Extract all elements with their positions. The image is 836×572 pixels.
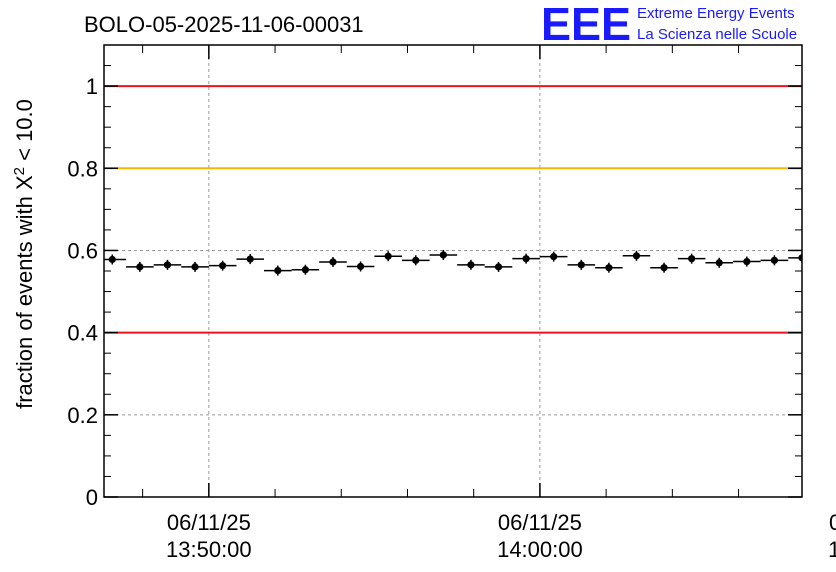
logo-line2: La Scienza nelle Scuole: [637, 26, 797, 43]
x-tick-label-date: 06/11/25: [829, 510, 836, 535]
data-point: [191, 263, 199, 271]
data-point: [577, 261, 585, 269]
chart-title: BOLO-05-2025-11-06-00031: [84, 12, 364, 37]
y-tick-label: 1: [86, 74, 98, 99]
logo-line1: Extreme Energy Events: [637, 5, 795, 22]
data-point: [108, 255, 116, 264]
data-point: [219, 262, 227, 270]
y-tick-label: 0.8: [67, 156, 98, 181]
x-tick-label-time: 14:00:00: [497, 537, 583, 562]
y-axis-label-suffix: < 10.0: [12, 99, 37, 167]
data-point: [439, 251, 447, 259]
y-axis-label-sup: 2: [11, 167, 28, 175]
y-axis-label-prefix: fraction of events with X: [12, 175, 37, 409]
data-point: [522, 255, 530, 263]
data-point: [274, 266, 282, 275]
y-tick-label: 0.6: [67, 238, 98, 263]
data-point: [688, 255, 696, 263]
data-point: [550, 253, 558, 261]
y-tick-label: 0: [86, 485, 98, 510]
data-point: [798, 254, 802, 262]
data-point: [660, 264, 668, 272]
data-point: [384, 252, 392, 260]
data-point: [826, 253, 833, 260]
x-tick-label-date: 06/11/25: [498, 510, 582, 535]
y-tick-label: 0.4: [67, 321, 98, 346]
data-point: [301, 266, 309, 274]
x-tick-label-time: 13:50:00: [166, 537, 252, 562]
data-point: [770, 256, 779, 264]
data-point: [632, 252, 641, 260]
eee-logo: EEE Extreme Energy Events La Scienza nel…: [541, 0, 797, 50]
data-point: [163, 261, 172, 269]
data-point: [467, 261, 475, 269]
x-tick-label-date: 06/11/25: [167, 510, 251, 535]
data-point: [494, 263, 503, 271]
data-point: [715, 259, 723, 267]
data-point: [356, 262, 365, 271]
logo-mark: EEE: [541, 0, 631, 50]
y-tick-label: 0.2: [67, 403, 98, 428]
data-point: [136, 263, 144, 271]
x-tick-label-time: 14:10:00: [828, 537, 836, 562]
data-point: [605, 264, 613, 272]
data-point: [329, 258, 337, 266]
data-points: [104, 249, 833, 276]
plot-area: 00.20.40.60.8106/11/2513:50:0006/11/2514…: [67, 44, 836, 562]
data-point: [246, 255, 254, 263]
data-point: [412, 256, 420, 264]
data-point: [743, 257, 751, 266]
y-axis-label: fraction of events with X2 < 10.0: [11, 99, 37, 409]
